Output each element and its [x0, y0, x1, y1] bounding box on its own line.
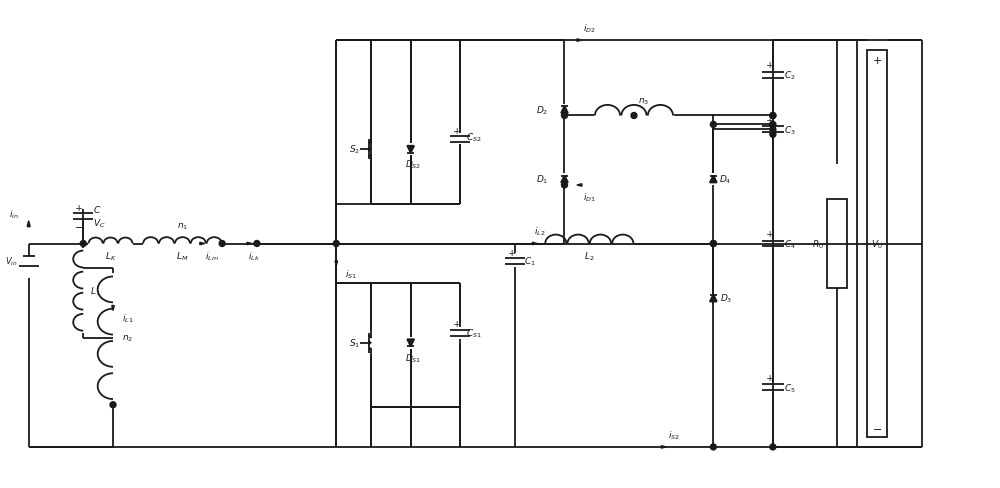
Text: $D_2$: $D_2$ — [536, 104, 548, 117]
Text: $i_{Lm}$: $i_{Lm}$ — [205, 250, 219, 263]
Text: +: + — [453, 320, 461, 329]
Circle shape — [562, 183, 567, 188]
Text: $D_1$: $D_1$ — [536, 173, 548, 186]
Polygon shape — [27, 221, 30, 227]
Text: $C_2$: $C_2$ — [784, 69, 796, 82]
Circle shape — [710, 122, 716, 128]
Text: $L_1$: $L_1$ — [90, 285, 101, 297]
Text: +: + — [766, 373, 774, 382]
Text: +: + — [766, 230, 774, 239]
Polygon shape — [561, 107, 568, 114]
Text: $i_{in}$: $i_{in}$ — [9, 208, 19, 221]
Text: $i_{S1}$: $i_{S1}$ — [345, 267, 357, 280]
Text: +: + — [766, 61, 774, 70]
Text: $-$: $-$ — [74, 220, 84, 230]
Circle shape — [710, 241, 716, 247]
Bar — [867, 51, 887, 437]
Text: $n_2$: $n_2$ — [122, 333, 133, 344]
Circle shape — [710, 241, 716, 247]
Text: $n_3$: $n_3$ — [638, 96, 649, 107]
Polygon shape — [532, 243, 537, 245]
Circle shape — [562, 113, 567, 119]
Polygon shape — [335, 262, 338, 266]
Text: +: + — [766, 116, 774, 125]
Text: $C_1$: $C_1$ — [524, 255, 536, 267]
Text: $C_5$: $C_5$ — [784, 381, 796, 394]
Circle shape — [770, 444, 776, 450]
Text: $L_2$: $L_2$ — [584, 250, 595, 263]
Text: $S_1$: $S_1$ — [349, 337, 360, 349]
Text: $C_{S1}$: $C_{S1}$ — [466, 327, 482, 339]
Circle shape — [254, 241, 260, 247]
Polygon shape — [710, 176, 717, 183]
Text: +: + — [872, 56, 882, 66]
Circle shape — [770, 113, 776, 119]
Text: +: + — [75, 203, 83, 212]
Text: $D_{S1}$: $D_{S1}$ — [405, 352, 421, 364]
Text: $i_{D2}$: $i_{D2}$ — [583, 22, 596, 35]
Text: $D_3$: $D_3$ — [720, 292, 732, 305]
Circle shape — [80, 241, 86, 247]
Bar — [827, 200, 847, 288]
Text: $i_{Lk}$: $i_{Lk}$ — [248, 250, 260, 263]
Text: $S_2$: $S_2$ — [349, 143, 360, 156]
Polygon shape — [710, 295, 717, 302]
Polygon shape — [661, 446, 666, 448]
Polygon shape — [407, 146, 414, 153]
Text: $L_K$: $L_K$ — [105, 250, 116, 263]
Text: $i_{L1}$: $i_{L1}$ — [122, 312, 134, 325]
Circle shape — [631, 113, 637, 119]
Circle shape — [710, 444, 716, 450]
Text: $n_1$: $n_1$ — [177, 222, 188, 232]
Circle shape — [770, 122, 776, 128]
Text: $i_{D1}$: $i_{D1}$ — [583, 191, 596, 203]
Circle shape — [770, 132, 776, 138]
Polygon shape — [200, 243, 205, 245]
Circle shape — [770, 113, 776, 119]
Text: +: + — [508, 248, 516, 257]
Polygon shape — [407, 340, 414, 346]
Polygon shape — [577, 184, 582, 187]
Text: $D_4$: $D_4$ — [719, 173, 732, 186]
Text: $C_4$: $C_4$ — [784, 238, 796, 250]
Text: $V_0$: $V_0$ — [871, 238, 883, 250]
Text: $i_{S2}$: $i_{S2}$ — [668, 428, 680, 441]
Text: $V_C$: $V_C$ — [93, 217, 105, 229]
Circle shape — [110, 402, 116, 408]
Polygon shape — [561, 176, 568, 183]
Polygon shape — [112, 306, 114, 311]
Text: +: + — [453, 126, 461, 136]
Polygon shape — [577, 40, 582, 42]
Text: $C$: $C$ — [93, 204, 101, 215]
Circle shape — [333, 241, 339, 247]
Text: $C_3$: $C_3$ — [784, 124, 796, 136]
Text: $D_{S2}$: $D_{S2}$ — [405, 159, 421, 171]
Circle shape — [219, 241, 225, 247]
Polygon shape — [369, 341, 371, 345]
Polygon shape — [247, 243, 252, 245]
Text: $V_{in}$: $V_{in}$ — [5, 255, 18, 267]
Text: $-$: $-$ — [872, 422, 882, 432]
Circle shape — [770, 127, 776, 133]
Text: $R_0$: $R_0$ — [812, 238, 823, 250]
Text: $i_{L2}$: $i_{L2}$ — [534, 225, 545, 238]
Polygon shape — [369, 148, 371, 152]
Text: $L_M$: $L_M$ — [176, 250, 189, 263]
Text: $C_{S2}$: $C_{S2}$ — [466, 131, 482, 144]
